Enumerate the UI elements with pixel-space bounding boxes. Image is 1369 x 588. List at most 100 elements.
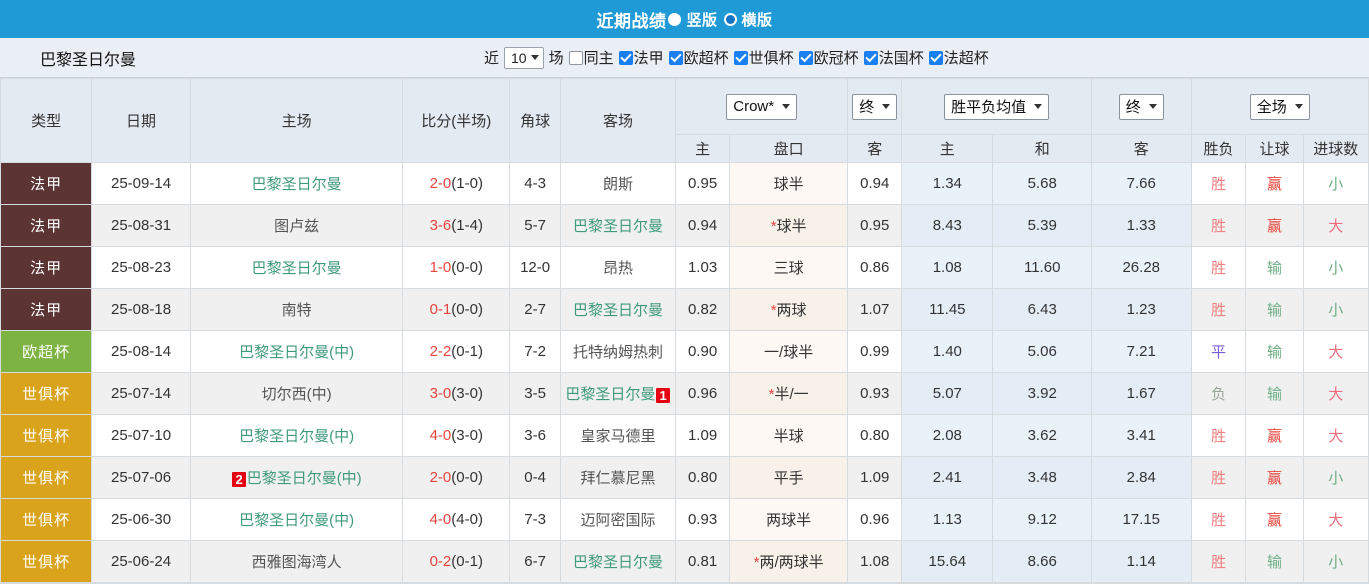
radio-selected-icon[interactable] <box>668 12 682 26</box>
cell-result[interactable]: 胜 <box>1190 204 1247 247</box>
cell-goals[interactable]: 大 <box>1302 204 1369 247</box>
cell-wdl-draw[interactable]: 6.43 <box>992 288 1092 331</box>
cell-goals[interactable]: 大 <box>1302 414 1369 457</box>
cell-wdl-away[interactable]: 7.21 <box>1090 330 1192 373</box>
cell-away-team[interactable]: 巴黎圣日尔曼 1 <box>559 372 677 415</box>
table-row[interactable]: 世俱杯 25-07-10 巴黎圣日尔曼(中) 4-0(3-0) 3-6 皇家马德里 1.09… <box>0 414 1369 457</box>
cell-wdl-away[interactable]: 3.41 <box>1090 414 1192 457</box>
cell-handicap-away-odds[interactable]: 0.96 <box>847 498 903 541</box>
cell-handicap-home-odds[interactable]: 0.81 <box>675 540 731 583</box>
cell-handicap-home-odds[interactable]: 0.80 <box>675 456 731 499</box>
view-mode-horizontal[interactable]: 横版 <box>723 9 773 30</box>
cell-wdl-home[interactable]: 2.41 <box>901 456 994 499</box>
col-header-type[interactable]: 类型 <box>0 78 93 163</box>
cell-handicap-result[interactable]: 赢 <box>1245 498 1304 541</box>
cell-wdl-draw[interactable]: 9.12 <box>992 498 1092 541</box>
cell-home-team[interactable]: 西雅图海湾人 <box>189 540 404 583</box>
cell-away-team[interactable]: 皇家马德里 <box>559 414 677 457</box>
cell-type[interactable]: 法甲 <box>0 162 93 205</box>
cell-score[interactable]: 0-1(0-0) <box>402 288 511 331</box>
col-subheader-result[interactable]: 胜负 <box>1190 134 1247 163</box>
cell-corner[interactable]: 12-0 <box>509 246 561 289</box>
cell-score[interactable]: 2-2(0-1) <box>402 330 511 373</box>
cell-handicap-result[interactable]: 赢 <box>1245 456 1304 499</box>
cell-date[interactable]: 25-08-18 <box>91 288 191 331</box>
cell-result[interactable]: 胜 <box>1190 288 1247 331</box>
cell-handicap-away-odds[interactable]: 1.07 <box>847 288 903 331</box>
cell-handicap-line[interactable]: 一/球半 <box>729 330 849 373</box>
cell-handicap-line[interactable]: *球半 <box>729 204 849 247</box>
cell-score[interactable]: 1-0(0-0) <box>402 246 511 289</box>
cell-wdl-away[interactable]: 1.23 <box>1090 288 1192 331</box>
cell-handicap-home-odds[interactable]: 0.90 <box>675 330 731 373</box>
col-header-corner[interactable]: 角球 <box>509 78 561 163</box>
col-subheader-goals[interactable]: 进球数 <box>1302 134 1369 163</box>
cell-type[interactable]: 法甲 <box>0 204 93 247</box>
cell-score[interactable]: 4-0(3-0) <box>402 414 511 457</box>
cell-handicap-line[interactable]: 三球 <box>729 246 849 289</box>
cell-date[interactable]: 25-07-10 <box>91 414 191 457</box>
cell-goals[interactable]: 小 <box>1302 540 1369 583</box>
cell-handicap-home-odds[interactable]: 0.93 <box>675 498 731 541</box>
cell-type[interactable]: 世俱杯 <box>0 372 93 415</box>
cell-handicap-result[interactable]: 输 <box>1245 540 1304 583</box>
cell-wdl-home[interactable]: 8.43 <box>901 204 994 247</box>
view-mode-vertical[interactable]: 竖版 <box>668 9 717 30</box>
cell-handicap-away-odds[interactable]: 0.94 <box>847 162 903 205</box>
radio-unselected-icon[interactable] <box>723 12 737 26</box>
col-subheader-hand-away[interactable]: 客 <box>847 134 903 163</box>
cell-handicap-away-odds[interactable]: 0.93 <box>847 372 903 415</box>
col-subheader-wdl-draw[interactable]: 和 <box>992 134 1092 163</box>
cell-handicap-home-odds[interactable]: 1.09 <box>675 414 731 457</box>
cell-handicap-result[interactable]: 输 <box>1245 246 1304 289</box>
table-row[interactable]: 世俱杯 25-07-06 2 巴黎圣日尔曼(中) 2-0(0-0) 0-4 拜仁慕尼黑 0.8… <box>0 456 1369 499</box>
cell-corner[interactable]: 3-5 <box>509 372 561 415</box>
cell-corner[interactable]: 3-6 <box>509 414 561 457</box>
cell-wdl-draw[interactable]: 5.39 <box>992 204 1092 247</box>
cell-wdl-draw[interactable]: 5.68 <box>992 162 1092 205</box>
cell-handicap-away-odds[interactable]: 1.08 <box>847 540 903 583</box>
cell-corner[interactable]: 4-3 <box>509 162 561 205</box>
cell-handicap-line[interactable]: 球半 <box>729 162 849 205</box>
cell-handicap-away-odds[interactable]: 0.86 <box>847 246 903 289</box>
cell-away-team[interactable]: 巴黎圣日尔曼 <box>559 288 677 331</box>
handicap-source-select[interactable]: Crow* <box>726 93 798 120</box>
cell-home-team[interactable]: 切尔西(中) <box>189 372 404 415</box>
cell-away-team[interactable]: 托特纳姆热刺 <box>559 330 677 373</box>
checkbox-league-ligue1[interactable] <box>618 50 633 65</box>
table-row[interactable]: 世俱杯 25-06-24 西雅图海湾人 0-2(0-1) 6-7 巴黎圣日尔曼 0.81 *两… <box>0 540 1369 583</box>
cell-date[interactable]: 25-07-14 <box>91 372 191 415</box>
cell-wdl-home[interactable]: 1.08 <box>901 246 994 289</box>
cell-date[interactable]: 25-06-30 <box>91 498 191 541</box>
cell-score[interactable]: 0-2(0-1) <box>402 540 511 583</box>
cell-score[interactable]: 3-6(1-4) <box>402 204 511 247</box>
cell-handicap-away-odds[interactable]: 0.99 <box>847 330 903 373</box>
cell-goals[interactable]: 大 <box>1302 498 1369 541</box>
cell-handicap-line[interactable]: 半球 <box>729 414 849 457</box>
checkbox-league-club-world-cup[interactable] <box>733 50 748 65</box>
cell-corner[interactable]: 2-7 <box>509 288 561 331</box>
cell-type[interactable]: 世俱杯 <box>0 540 93 583</box>
checkbox-league-coupe-de-france[interactable] <box>863 50 878 65</box>
cell-home-team[interactable]: 巴黎圣日尔曼(中) <box>189 414 404 457</box>
cell-handicap-home-odds[interactable]: 0.94 <box>675 204 731 247</box>
cell-score[interactable]: 4-0(4-0) <box>402 498 511 541</box>
cell-corner[interactable]: 6-7 <box>509 540 561 583</box>
col-header-home[interactable]: 主场 <box>189 78 404 163</box>
table-row[interactable]: 欧超杯 25-08-14 巴黎圣日尔曼(中) 2-2(0-1) 7-2 托特纳姆热刺 0.9… <box>0 330 1369 373</box>
cell-wdl-away[interactable]: 1.14 <box>1090 540 1192 583</box>
col-header-score[interactable]: 比分(半场) <box>402 78 511 163</box>
cell-handicap-line[interactable]: 平手 <box>729 456 849 499</box>
cell-home-team[interactable]: 2 巴黎圣日尔曼(中) <box>189 456 404 499</box>
cell-handicap-away-odds[interactable]: 0.80 <box>847 414 903 457</box>
cell-goals[interactable]: 大 <box>1302 330 1369 373</box>
checkbox-league-super-cup-eu[interactable] <box>668 50 683 65</box>
cell-result[interactable]: 胜 <box>1190 246 1247 289</box>
cell-wdl-home[interactable]: 5.07 <box>901 372 994 415</box>
cell-corner[interactable]: 0-4 <box>509 456 561 499</box>
cell-wdl-home[interactable]: 1.13 <box>901 498 994 541</box>
col-subheader-hand-line[interactable]: 盘口 <box>729 134 849 163</box>
cell-result[interactable]: 胜 <box>1190 540 1247 583</box>
cell-date[interactable]: 25-08-31 <box>91 204 191 247</box>
cell-home-team[interactable]: 巴黎圣日尔曼 <box>189 162 404 205</box>
